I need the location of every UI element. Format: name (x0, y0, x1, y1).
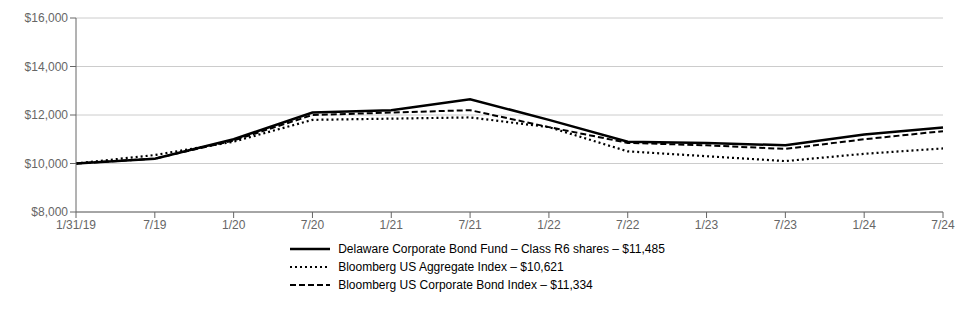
svg-text:1/20: 1/20 (222, 218, 246, 232)
svg-text:7/24: 7/24 (931, 218, 955, 232)
svg-text:7/23: 7/23 (774, 218, 798, 232)
svg-text:$12,000: $12,000 (25, 108, 69, 122)
svg-text:1/21: 1/21 (380, 218, 404, 232)
svg-text:$16,000: $16,000 (25, 11, 69, 25)
html-text:Bloomberg US Corporate Bond In: Bloomberg US Corporate Bond Index – $11,… (338, 278, 593, 292)
svg-text:7/22: 7/22 (616, 218, 640, 232)
svg-text:7/20: 7/20 (301, 218, 325, 232)
svg-text:$10,000: $10,000 (25, 157, 69, 171)
svg-text:1/24: 1/24 (853, 218, 877, 232)
html-text:Bloomberg US Aggregate Index –: Bloomberg US Aggregate Index – $10,621 (338, 260, 564, 274)
svg-text:7/19: 7/19 (143, 218, 167, 232)
svg-text:1/31/19: 1/31/19 (56, 218, 96, 232)
svg-text:$8,000: $8,000 (31, 205, 68, 219)
svg-text:$14,000: $14,000 (25, 60, 69, 74)
svg-text:7/21: 7/21 (458, 218, 482, 232)
svg-text:1/23: 1/23 (695, 218, 719, 232)
html-text:Delaware Corporate Bond Fund –: Delaware Corporate Bond Fund – Class R6 … (338, 242, 665, 256)
svg-text:1/22: 1/22 (537, 218, 561, 232)
